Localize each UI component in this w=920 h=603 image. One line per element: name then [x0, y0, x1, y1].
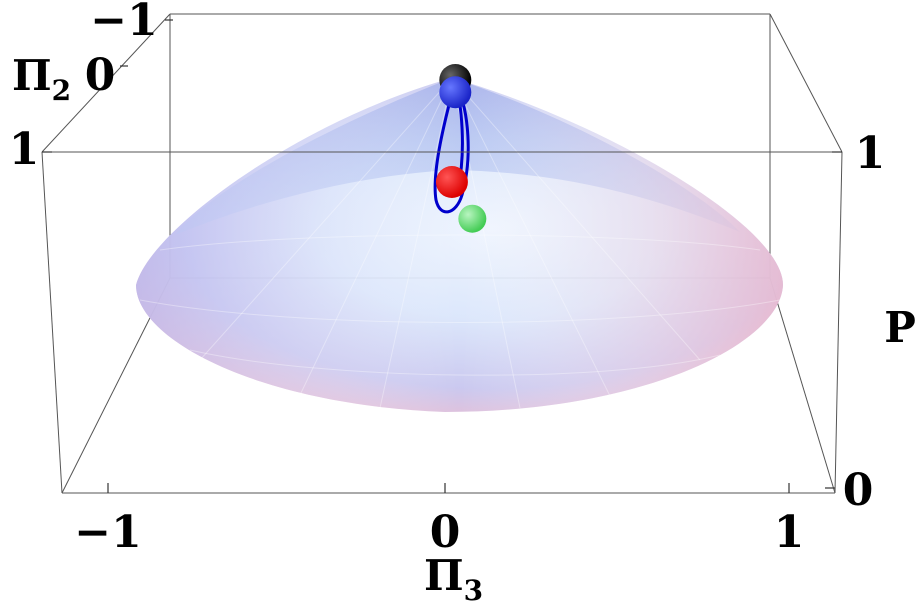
x-tick-label: −1 — [74, 507, 141, 558]
z-tick-label: 0 — [843, 465, 874, 516]
data-point — [435, 166, 468, 198]
x-axis-title: Π3 — [424, 551, 483, 603]
y-tick-label: −1 — [90, 0, 157, 46]
y-axis-title: Π2 — [12, 51, 71, 107]
y-tick-label: 1 — [9, 124, 40, 175]
tick-marks — [42, 19, 842, 493]
x-tick-label: 0 — [430, 507, 461, 558]
surface-edge-tint — [136, 78, 783, 412]
z-axis-title: P — [884, 303, 916, 352]
z-tick-label: 1 — [855, 128, 886, 179]
data-point — [439, 76, 472, 109]
y-tick-label: 0 — [85, 50, 116, 101]
points-layer — [435, 64, 487, 233]
x-tick-label: 1 — [774, 507, 805, 558]
surface — [136, 77, 783, 412]
box-front-edges — [41, 151, 843, 494]
data-point — [458, 204, 487, 233]
